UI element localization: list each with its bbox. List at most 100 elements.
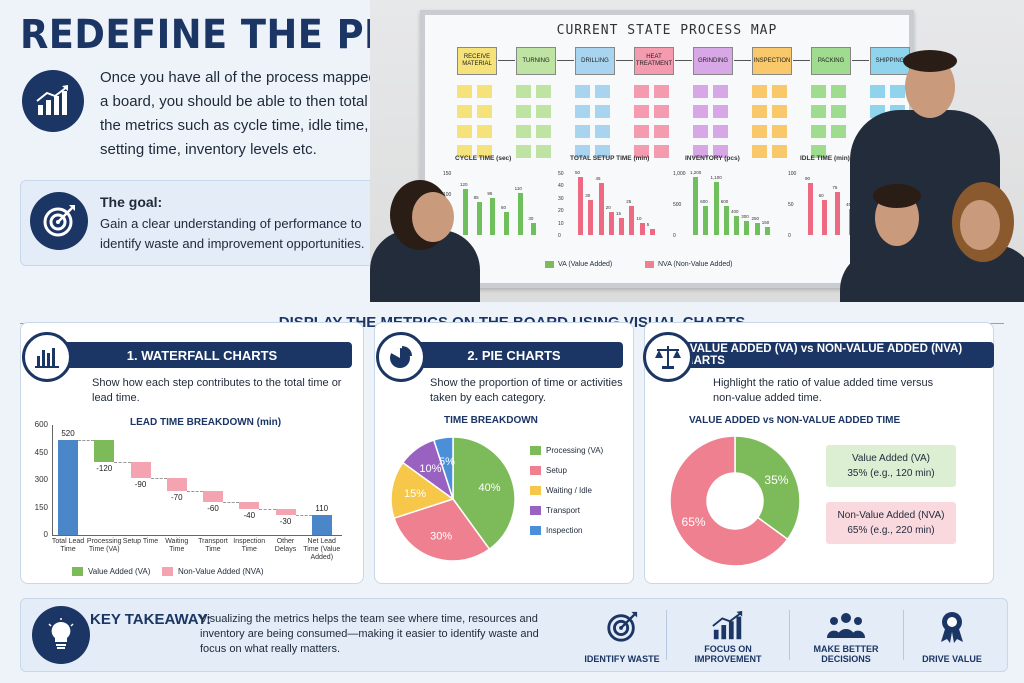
sticky-note — [477, 105, 492, 118]
mini-bar-label: 400 — [731, 208, 739, 214]
waterfall-connector — [150, 478, 167, 480]
va-nva-donut: 35% 65% — [669, 435, 801, 567]
va-summary-value: 35% (e.g., 120 min) — [847, 468, 935, 479]
mini-bar-label: 5 — [646, 222, 650, 228]
sticky-note — [575, 145, 590, 158]
sticky-note — [516, 145, 531, 158]
sticky-note — [693, 85, 708, 98]
person-right-face — [960, 200, 1000, 250]
mini-bar-label: 1,100 — [710, 174, 722, 180]
waterfall-bar — [58, 439, 78, 535]
mini-bar — [629, 206, 635, 235]
sticky-note — [890, 85, 905, 98]
legend-label: Setup — [546, 466, 567, 475]
process-arrow — [675, 60, 692, 61]
process-map-board: CURRENT STATE PROCESS MAP RECEIVE MATERI… — [420, 10, 914, 288]
footer-item-label: MAKE BETTER DECISIONS — [813, 644, 879, 664]
waterfall-bar — [94, 439, 115, 462]
sticky-note — [693, 145, 708, 158]
process-arrow — [793, 60, 810, 61]
waterfall-legend-va: Value Added (VA) — [72, 567, 150, 576]
nva-summary-box: Non-Value Added (NVA) 65% (e.g., 220 min… — [826, 502, 956, 544]
process-step: DRILLING — [575, 47, 615, 75]
mini-tick: 1,000 — [673, 171, 686, 177]
sticky-note — [752, 105, 767, 118]
team-whiteboard-photo: CURRENT STATE PROCESS MAP RECEIVE MATERI… — [370, 0, 1024, 302]
waterfall-y-tick: 300 — [34, 475, 48, 484]
process-step: PACKING — [811, 47, 851, 75]
mini-chart-title: TOTAL SETUP TIME (min) — [570, 155, 650, 162]
sticky-note — [595, 125, 610, 138]
mini-bar — [504, 211, 509, 235]
footer-item-label: FOCUS ON IMPROVEMENT — [694, 644, 762, 664]
sticky-note — [516, 85, 531, 98]
pie-slice-label: 10% — [419, 463, 441, 475]
waterfall-value-label: 110 — [315, 503, 329, 513]
process-step: TURNING — [516, 47, 556, 75]
mini-tick: 50 — [788, 202, 794, 208]
pie-slice-label: 40% — [479, 482, 501, 494]
footer-divider — [789, 610, 790, 660]
goal-text: Gain a clear understanding of performanc… — [100, 216, 365, 251]
waterfall-value-label: -70 — [170, 493, 183, 502]
mini-bar-label: 45 — [846, 201, 852, 207]
pie-slice — [393, 498, 491, 562]
mini-tick: 20 — [558, 208, 564, 215]
mini-chart: TOTAL SETUP TIME (min) 50 40 30 20 10 0 50 30 45 2… — [558, 155, 670, 245]
mini-bar — [639, 223, 645, 235]
key-takeaway-text: Visualizing the metrics helps the team s… — [200, 613, 539, 655]
key-takeaway-title: KEY TAKEAWAY: — [90, 611, 212, 628]
sticky-note — [477, 125, 492, 138]
mini-tick: 100 — [443, 191, 452, 198]
legend-label: Inspection — [546, 526, 583, 535]
mini-bar-label: 300 — [741, 213, 749, 219]
mini-bar-label: 45 — [595, 175, 601, 181]
mini-bar — [821, 200, 827, 235]
mini-bar — [764, 227, 770, 235]
waterfall-value-label: -60 — [207, 504, 219, 513]
sticky-note — [772, 105, 787, 118]
person-left-face — [412, 192, 454, 242]
process-arrow — [734, 60, 751, 61]
pie-slice — [432, 436, 454, 500]
footer-item-better-decisions: MAKE BETTER DECISIONS — [790, 606, 902, 666]
pie-legend-item: Transport — [530, 506, 580, 515]
mini-tick: 40 — [558, 183, 564, 190]
mini-bar-label: 90 — [805, 175, 811, 181]
sticky-note — [634, 105, 649, 118]
legend-swatch — [530, 526, 541, 535]
pie-slice-label: 5% — [439, 456, 455, 468]
sticky-note — [811, 145, 826, 158]
sticky-note — [772, 125, 787, 138]
pie-legend-item: Waiting / Idle — [530, 486, 592, 495]
sticky-note — [654, 145, 669, 158]
pie-slice-label: 30% — [430, 531, 452, 543]
waterfall-chart-title: LEAD TIME BREAKDOWN (min) — [130, 417, 282, 428]
goal-title: The goal: — [100, 194, 163, 210]
donut-segment — [669, 435, 789, 567]
mini-bar-label: 30 — [528, 216, 534, 222]
footer-divider — [903, 610, 904, 660]
pie-legend-item: Inspection — [530, 526, 582, 535]
target-icon — [607, 611, 638, 642]
mini-chart: INVENTORY (pcs) 1,000 500 0 1,200 600 1,100 600… — [673, 155, 785, 245]
mini-bar — [608, 211, 614, 235]
sticky-note — [713, 85, 728, 98]
target-icon — [30, 192, 88, 250]
sticky-note — [536, 125, 551, 138]
va-nva-description: Highlight the ratio of value added time … — [713, 377, 934, 404]
mini-bar — [490, 198, 496, 235]
waterfall-y-tick: 150 — [34, 502, 48, 512]
donut-chart-title: VALUE ADDED vs NON-VALUE ADDED TIME — [689, 415, 901, 426]
waterfall-category-label: Net Lead Time (Value Added) — [303, 538, 341, 561]
sticky-note — [634, 125, 649, 138]
sticky-note — [634, 85, 649, 98]
pie-slice — [390, 461, 455, 520]
legend-swatch — [530, 466, 541, 475]
va-summary-box: Value Added (VA) 35% (e.g., 120 min) — [826, 445, 956, 487]
card-title-waterfall: 1. WATERFALL CHARTS — [52, 342, 352, 368]
waterfall-y-tick: 0 — [43, 530, 48, 539]
sticky-note — [536, 145, 551, 158]
pie-legend-item: Setup — [530, 466, 567, 475]
balance-scale-icon — [643, 332, 693, 382]
